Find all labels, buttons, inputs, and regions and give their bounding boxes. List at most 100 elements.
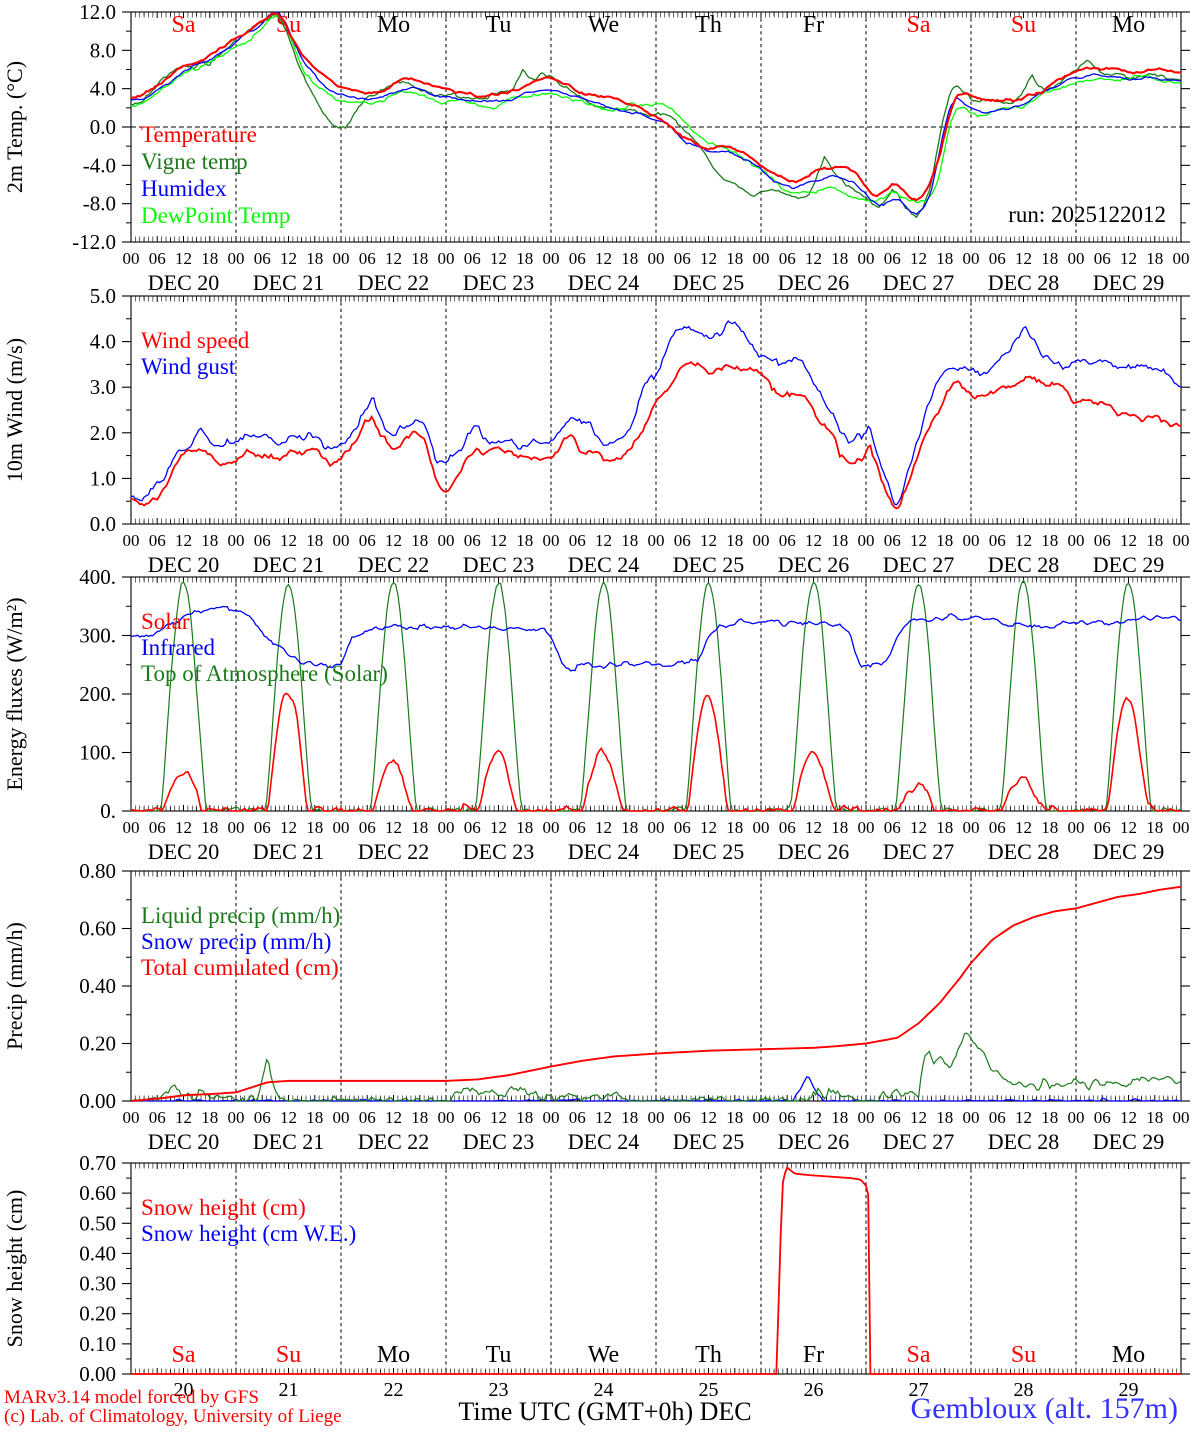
svg-text:00: 00 xyxy=(963,531,980,550)
svg-text:DEC 27: DEC 27 xyxy=(883,552,955,577)
svg-text:DEC 28: DEC 28 xyxy=(988,1129,1060,1154)
svg-text:2m Temp. (°C): 2m Temp. (°C) xyxy=(2,61,27,193)
svg-text:DEC 21: DEC 21 xyxy=(253,1129,325,1154)
svg-text:18: 18 xyxy=(1041,1108,1058,1127)
svg-text:Infrared: Infrared xyxy=(141,635,216,660)
svg-text:Sa: Sa xyxy=(172,12,196,38)
svg-text:Th: Th xyxy=(695,1342,722,1368)
svg-text:00: 00 xyxy=(333,818,350,837)
svg-text:06: 06 xyxy=(1094,249,1111,268)
svg-text:-12.0: -12.0 xyxy=(72,230,116,254)
svg-text:12: 12 xyxy=(175,249,192,268)
svg-text:18: 18 xyxy=(621,818,638,837)
svg-text:DEC 20: DEC 20 xyxy=(148,552,220,577)
svg-text:0.80: 0.80 xyxy=(79,859,116,883)
svg-text:06: 06 xyxy=(464,818,481,837)
svg-text:12: 12 xyxy=(385,1108,402,1127)
svg-text:Mo: Mo xyxy=(377,12,410,38)
svg-text:0.30: 0.30 xyxy=(79,1272,116,1296)
svg-text:00: 00 xyxy=(1173,818,1190,837)
svg-text:18: 18 xyxy=(201,249,218,268)
svg-text:12: 12 xyxy=(595,1108,612,1127)
svg-text:Humidex: Humidex xyxy=(141,176,227,201)
svg-text:Sa: Sa xyxy=(907,12,931,38)
svg-text:DEC 27: DEC 27 xyxy=(883,1129,955,1154)
svg-text:Mo: Mo xyxy=(1112,12,1145,38)
svg-text:Th: Th xyxy=(695,12,722,38)
svg-text:18: 18 xyxy=(621,531,638,550)
svg-text:00: 00 xyxy=(1068,249,1085,268)
svg-text:12: 12 xyxy=(700,531,717,550)
svg-text:12: 12 xyxy=(700,818,717,837)
svg-text:00: 00 xyxy=(1173,249,1190,268)
svg-text:Sa: Sa xyxy=(172,1342,196,1368)
svg-text:12: 12 xyxy=(385,531,402,550)
svg-text:06: 06 xyxy=(254,531,271,550)
svg-text:12: 12 xyxy=(280,818,297,837)
svg-text:DEC 20: DEC 20 xyxy=(148,270,220,295)
svg-text:DEC 29: DEC 29 xyxy=(1093,1129,1165,1154)
svg-text:18: 18 xyxy=(831,531,848,550)
svg-text:00: 00 xyxy=(228,531,245,550)
svg-text:18: 18 xyxy=(306,249,323,268)
svg-text:0.20: 0.20 xyxy=(79,1302,116,1326)
svg-text:0.00: 0.00 xyxy=(79,1362,116,1386)
svg-text:06: 06 xyxy=(149,249,166,268)
svg-text:Fr: Fr xyxy=(803,12,824,38)
svg-text:DEC 21: DEC 21 xyxy=(253,839,325,864)
svg-text:26: 26 xyxy=(804,1379,824,1401)
svg-text:12: 12 xyxy=(595,249,612,268)
svg-text:0.60: 0.60 xyxy=(79,917,116,941)
svg-text:18: 18 xyxy=(411,818,428,837)
svg-text:12: 12 xyxy=(595,818,612,837)
svg-text:12: 12 xyxy=(805,1108,822,1127)
svg-text:Tu: Tu xyxy=(486,1342,512,1368)
svg-text:06: 06 xyxy=(464,531,481,550)
svg-text:18: 18 xyxy=(1041,818,1058,837)
svg-text:18: 18 xyxy=(726,249,743,268)
svg-text:12: 12 xyxy=(910,1108,927,1127)
svg-text:18: 18 xyxy=(516,531,533,550)
svg-text:00: 00 xyxy=(963,249,980,268)
svg-text:Energy fluxes (W/m²): Energy fluxes (W/m²) xyxy=(2,597,27,790)
svg-text:06: 06 xyxy=(254,818,271,837)
svg-text:0.50: 0.50 xyxy=(79,1211,116,1235)
svg-text:06: 06 xyxy=(779,249,796,268)
svg-text:12: 12 xyxy=(1015,1108,1032,1127)
svg-text:06: 06 xyxy=(779,531,796,550)
svg-text:00: 00 xyxy=(1068,531,1085,550)
svg-text:DEC 28: DEC 28 xyxy=(988,839,1060,864)
svg-text:00: 00 xyxy=(963,1108,980,1127)
svg-text:12: 12 xyxy=(280,249,297,268)
svg-text:We: We xyxy=(588,1342,619,1368)
svg-text:(c) Lab. of Climatology, Unive: (c) Lab. of Climatology, University of L… xyxy=(4,1406,342,1427)
svg-text:18: 18 xyxy=(1041,249,1058,268)
svg-text:12: 12 xyxy=(175,818,192,837)
svg-text:00: 00 xyxy=(963,818,980,837)
svg-text:12: 12 xyxy=(1015,818,1032,837)
svg-text:12: 12 xyxy=(1120,1108,1137,1127)
svg-text:DEC 28: DEC 28 xyxy=(988,552,1060,577)
svg-text:00: 00 xyxy=(228,1108,245,1127)
svg-text:DEC 25: DEC 25 xyxy=(673,1129,745,1154)
svg-text:DEC 26: DEC 26 xyxy=(778,839,850,864)
svg-text:00: 00 xyxy=(648,818,665,837)
svg-text:12: 12 xyxy=(490,818,507,837)
svg-text:18: 18 xyxy=(621,1108,638,1127)
svg-text:00: 00 xyxy=(123,249,140,268)
svg-text:06: 06 xyxy=(989,249,1006,268)
svg-text:12: 12 xyxy=(1015,249,1032,268)
svg-text:00: 00 xyxy=(543,818,560,837)
svg-text:00: 00 xyxy=(1068,1108,1085,1127)
svg-text:Vigne temp: Vigne temp xyxy=(141,149,248,174)
svg-text:00: 00 xyxy=(753,818,770,837)
svg-text:18: 18 xyxy=(1041,531,1058,550)
svg-text:00: 00 xyxy=(333,1108,350,1127)
svg-text:0.10: 0.10 xyxy=(79,1332,116,1356)
svg-text:00: 00 xyxy=(1173,1108,1190,1127)
svg-text:00: 00 xyxy=(543,1108,560,1127)
svg-text:400.: 400. xyxy=(79,565,116,589)
svg-text:4.0: 4.0 xyxy=(90,77,116,101)
svg-text:0.70: 0.70 xyxy=(79,1151,116,1175)
svg-text:06: 06 xyxy=(989,818,1006,837)
